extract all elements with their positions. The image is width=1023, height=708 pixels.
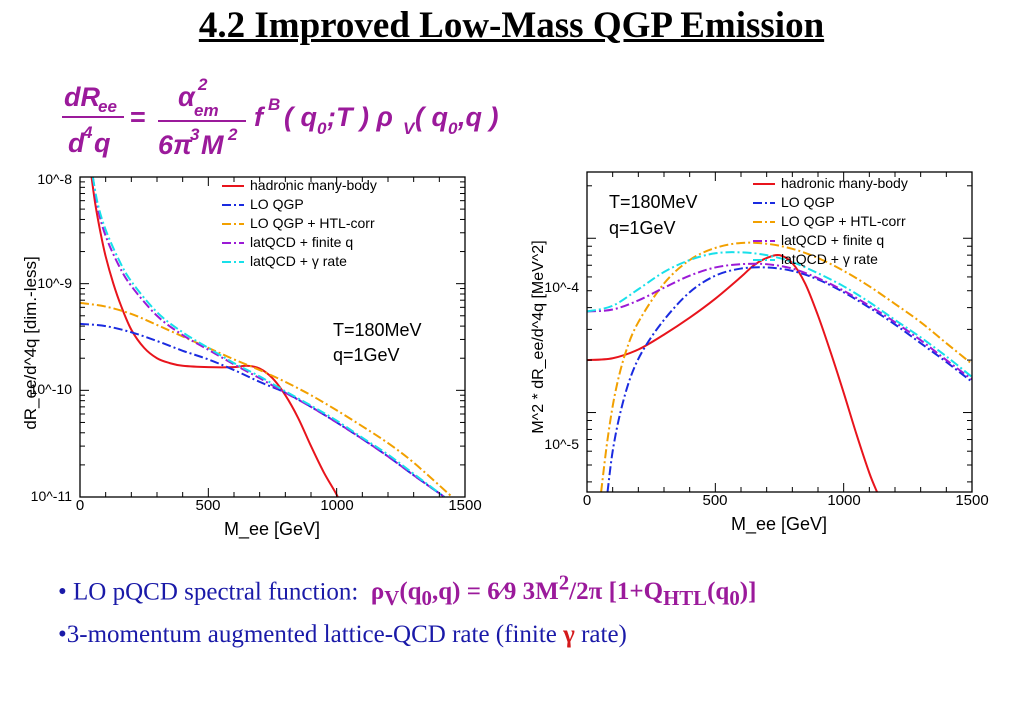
formula-args2-rest: ,q ) (457, 102, 499, 132)
x-tick-label: 0 (583, 492, 591, 509)
legend-label: LO QGP + HTL-corr (250, 215, 375, 231)
gamma-symbol: γ (563, 621, 575, 648)
annotation-temperature: T=180MeV (333, 320, 422, 340)
series-line (587, 251, 972, 378)
bullet-spectral-function: • LO pQCD spectral function: ρV(q0,q) = … (58, 571, 756, 611)
legend-label: LO QGP (781, 194, 835, 210)
series-line (80, 322, 446, 497)
formula-lhs-den-sup: 4 (82, 123, 93, 142)
spectral-formula: ρV(q0,q) = 6⁄9 3M2/2π [1+QHTL(q0)] (370, 571, 757, 611)
x-tick-label: 0 (76, 497, 84, 514)
series-line (587, 262, 972, 381)
formula-rho-sub: V (403, 119, 416, 138)
formula-lhs-den-var: q (94, 128, 111, 158)
formula-f-sup: B (268, 95, 280, 114)
y-tick-label: 10^-11 (31, 488, 73, 504)
legend-label: LO QGP + HTL-corr (781, 213, 906, 229)
slide-title: 4.2 Improved Low-Mass QGP Emission (198, 5, 825, 46)
plot-frame (586, 171, 973, 493)
formula-rhs-den-a: 6π (158, 130, 193, 160)
x-tick-label: 500 (195, 497, 220, 514)
series-line (587, 253, 878, 492)
legend-label: latQCD + finite q (781, 232, 884, 248)
formula-rhs-den-sup2: 2 (227, 125, 238, 144)
chart-right-panel: 0 500 1000 1500 10^-4 10^-5 M_ee [GeV] M… (507, 162, 1000, 542)
x-tick-label: 1500 (448, 497, 481, 514)
x-tick-label: 1000 (320, 497, 353, 514)
formula-args1: ( q (284, 102, 317, 132)
series-line (90, 177, 339, 497)
bullet-marker: • (58, 621, 67, 648)
rate-formula: dR ee d 4 q = α em 2 6π 3 M 2 f B ( q 0 … (62, 75, 499, 160)
y-axis-label: dR_ee/d^4q [dim.-less] (21, 256, 40, 429)
series-line (91, 177, 446, 497)
plot-frame (79, 176, 466, 498)
series-line (606, 266, 972, 492)
formula-f: f (254, 102, 266, 132)
formula-equals: = (130, 102, 146, 132)
formula-lhs-den: d (68, 128, 85, 158)
series-line (80, 301, 453, 497)
x-axis-label: M_ee [GeV] (224, 519, 320, 540)
bullet-lattice-rate: •3-momentum augmented lattice-QCD rate (… (58, 621, 627, 649)
y-axis-label: M^2 * dR_ee/d^4q [MeV^2] (530, 240, 547, 433)
formula-rhs-num: α (178, 82, 196, 112)
bullet-marker: • (58, 578, 67, 606)
x-tick-label: 500 (702, 492, 727, 509)
formula-rhs-den-sup1: 3 (190, 125, 200, 144)
formula-args2: ( q (415, 102, 448, 132)
legend-label: latQCD + finite q (250, 234, 353, 250)
formula-lhs-num: dR (64, 82, 100, 112)
y-tick-label: 10^-5 (544, 436, 579, 452)
chart-left-panel: 0 500 1000 1500 10^-8 10^-9 10^-10 10^-1… (0, 158, 497, 548)
legend-label: latQCD + γ rate (250, 253, 347, 269)
bullet-text: LO pQCD spectral function: (73, 578, 359, 606)
formula-args1-sub: 0 (317, 119, 327, 138)
annotation-momentum: q=1GeV (333, 345, 400, 365)
formula-rhs-den-b: M (201, 130, 224, 160)
annotation-temperature: T=180MeV (609, 192, 698, 212)
formula-lhs-num-sub: ee (98, 97, 117, 116)
y-tick-label: 10^-10 (30, 381, 73, 397)
y-tick-label: 10^-8 (37, 171, 72, 187)
annotation-momentum: q=1GeV (609, 218, 676, 238)
formula-args1-rest: ;T ) ρ (327, 102, 393, 132)
x-tick-label: 1500 (955, 492, 988, 509)
legend-label: latQCD + γ rate (781, 251, 878, 267)
formula-rhs-num-sup: 2 (197, 75, 208, 94)
series-line (600, 241, 972, 492)
x-tick-label: 1000 (827, 492, 860, 509)
chart-left: 0 500 1000 1500 10^-8 10^-9 10^-10 10^-1… (21, 171, 482, 540)
chart-right: 0 500 1000 1500 10^-4 10^-5 M_ee [GeV] M… (530, 171, 989, 535)
legend-label: LO QGP (250, 196, 304, 212)
bullet-text: 3-momentum augmented lattice-QCD rate (f… (66, 621, 557, 648)
x-axis-label: M_ee [GeV] (731, 514, 827, 535)
legend-label: hadronic many-body (250, 177, 377, 193)
y-tick-label: 10^-4 (544, 279, 579, 295)
formula-args2-sub: 0 (448, 119, 458, 138)
formula-rhs-num-sub: em (194, 101, 219, 120)
legend-label: hadronic many-body (781, 175, 908, 191)
bullet-tail: rate) (581, 621, 627, 648)
y-tick-label: 10^-9 (37, 275, 72, 291)
